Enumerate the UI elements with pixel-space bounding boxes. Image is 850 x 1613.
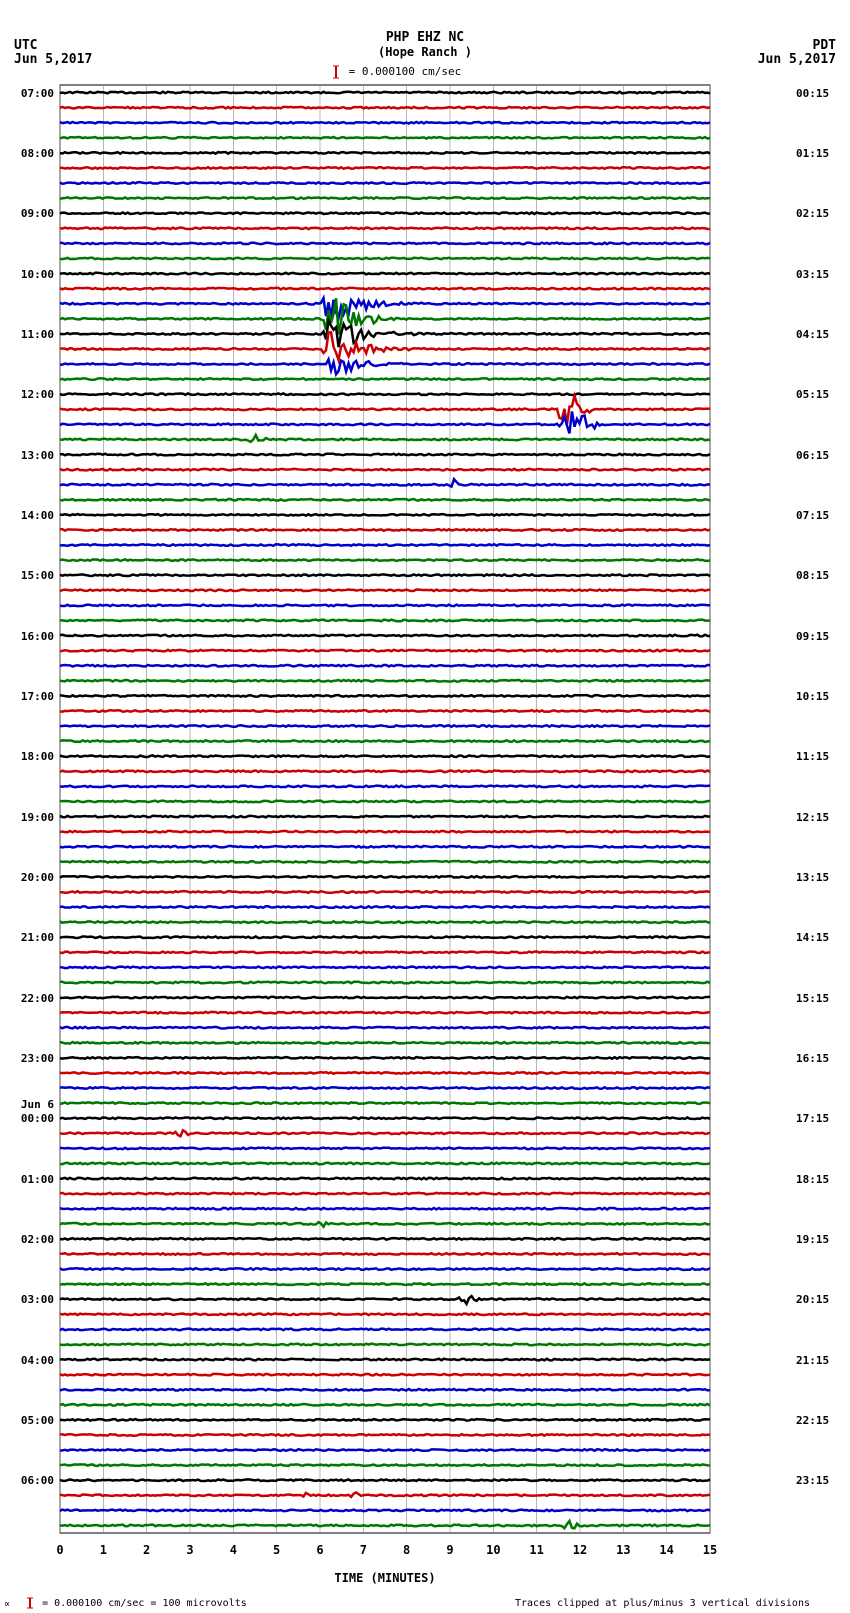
y-right-label: 21:15 xyxy=(796,1354,829,1367)
chart-header: PHP EHZ NC (Hope Ranch ) xyxy=(0,30,850,59)
y-right-label: 01:15 xyxy=(796,147,829,160)
x-axis: 0123456789101112131415 xyxy=(60,1543,710,1573)
y-right-label: 22:15 xyxy=(796,1414,829,1427)
x-tick: 1 xyxy=(100,1543,107,1557)
station-location: (Hope Ranch ) xyxy=(0,45,850,59)
date-right: Jun 5,2017 xyxy=(758,52,836,67)
y-left-label: 11:00 xyxy=(21,328,54,341)
seismogram-container: PHP EHZ NC (Hope Ranch ) = 0.000100 cm/s… xyxy=(0,0,850,1613)
y-right-label: 08:15 xyxy=(796,569,829,582)
x-axis-title: TIME (MINUTES) xyxy=(60,1571,710,1585)
y-axis-left: 07:00 08:00 09:00 10:00 11:00 12:00 13:00 14:00… xyxy=(0,85,58,1533)
footer-right: Traces clipped at plus/minus 3 vertical … xyxy=(515,1598,810,1609)
y-left-label: 01:00 xyxy=(21,1173,54,1186)
y-right-label: 06:15 xyxy=(796,449,829,462)
y-right-label: 17:15 xyxy=(796,1112,829,1125)
x-tick: 8 xyxy=(403,1543,410,1557)
x-tick: 9 xyxy=(446,1543,453,1557)
y-left-label: 07:00 xyxy=(21,87,54,100)
y-left-label: 08:00 xyxy=(21,147,54,160)
y-left-label: 09:00 xyxy=(21,207,54,220)
y-left-label: 14:00 xyxy=(21,509,54,522)
y-left-label: 15:00 xyxy=(21,569,54,582)
y-left-label: 02:00 xyxy=(21,1233,54,1246)
y-left-label: 12:00 xyxy=(21,388,54,401)
x-tick: 0 xyxy=(56,1543,63,1557)
x-tick: 2 xyxy=(143,1543,150,1557)
y-left-label: 16:00 xyxy=(21,630,54,643)
x-tick: 6 xyxy=(316,1543,323,1557)
footer-left: ∝ = 0.000100 cm/sec = 100 microvolts xyxy=(4,1597,247,1609)
y-right-label: 13:15 xyxy=(796,871,829,884)
plot-area xyxy=(60,85,710,1533)
x-tick: 7 xyxy=(360,1543,367,1557)
y-right-label: 00:15 xyxy=(796,87,829,100)
date-left: Jun 5,2017 xyxy=(14,52,92,67)
y-left-label: 19:00 xyxy=(21,811,54,824)
y-left-label: 18:00 xyxy=(21,750,54,763)
y-left-label: 22:00 xyxy=(21,992,54,1005)
y-left-label: 23:00 xyxy=(21,1052,54,1065)
x-tick: 14 xyxy=(659,1543,673,1557)
y-axis-right: 00:15 01:15 02:15 03:15 04:15 05:15 06:15 07:15… xyxy=(792,85,850,1533)
y-left-label: 04:00 xyxy=(21,1354,54,1367)
y-right-label: 19:15 xyxy=(796,1233,829,1246)
y-left-label: 05:00 xyxy=(21,1414,54,1427)
y-left-label: 20:00 xyxy=(21,871,54,884)
timezone-right: PDT xyxy=(813,38,836,53)
y-right-label: 16:15 xyxy=(796,1052,829,1065)
y-left-prefix: Jun 6 xyxy=(21,1098,54,1111)
x-tick: 13 xyxy=(616,1543,630,1557)
y-right-label: 14:15 xyxy=(796,931,829,944)
y-right-label: 10:15 xyxy=(796,690,829,703)
y-left-label: 17:00 xyxy=(21,690,54,703)
y-right-label: 05:15 xyxy=(796,388,829,401)
x-tick: 12 xyxy=(573,1543,587,1557)
y-left-label: 13:00 xyxy=(21,449,54,462)
y-left-label: 00:00 xyxy=(21,1112,54,1125)
y-left-label: 06:00 xyxy=(21,1474,54,1487)
y-right-label: 09:15 xyxy=(796,630,829,643)
x-tick: 10 xyxy=(486,1543,500,1557)
x-tick: 11 xyxy=(529,1543,543,1557)
y-right-label: 04:15 xyxy=(796,328,829,341)
y-left-label: 03:00 xyxy=(21,1293,54,1306)
y-right-label: 02:15 xyxy=(796,207,829,220)
scale-indicator: = 0.000100 cm/sec xyxy=(330,65,461,79)
y-right-label: 18:15 xyxy=(796,1173,829,1186)
station-code: PHP EHZ NC xyxy=(0,30,850,45)
y-right-label: 15:15 xyxy=(796,992,829,1005)
y-right-label: 12:15 xyxy=(796,811,829,824)
x-tick: 4 xyxy=(230,1543,237,1557)
seismogram-svg xyxy=(60,85,710,1533)
y-right-label: 07:15 xyxy=(796,509,829,522)
timezone-left: UTC xyxy=(14,38,37,53)
x-tick: 5 xyxy=(273,1543,280,1557)
y-right-label: 11:15 xyxy=(796,750,829,763)
svg-text:∝: ∝ xyxy=(4,1599,10,1610)
x-tick: 3 xyxy=(186,1543,193,1557)
y-right-label: 23:15 xyxy=(796,1474,829,1487)
y-right-label: 03:15 xyxy=(796,268,829,281)
y-left-label: 10:00 xyxy=(21,268,54,281)
y-left-label: 21:00 xyxy=(21,931,54,944)
y-right-label: 20:15 xyxy=(796,1293,829,1306)
x-tick: 15 xyxy=(703,1543,717,1557)
